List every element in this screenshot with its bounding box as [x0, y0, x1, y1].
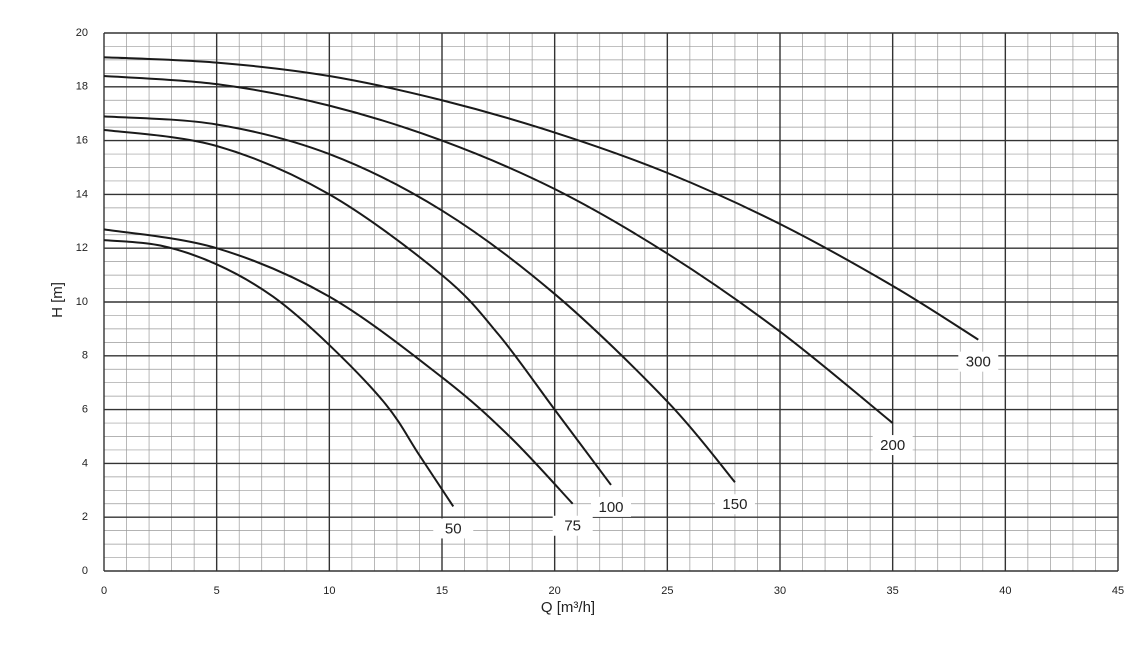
label-background — [433, 518, 474, 539]
pump-curve — [103, 75, 894, 424]
curve-label: 200 — [880, 437, 905, 454]
y-tick-label: 6 — [82, 404, 88, 416]
y-tick-label: 14 — [76, 188, 88, 200]
x-tick-label: 25 — [661, 585, 673, 597]
label-background — [552, 515, 593, 536]
pump-curve — [103, 228, 574, 505]
x-tick-label: 45 — [1112, 585, 1124, 597]
y-tick-label: 18 — [76, 81, 88, 93]
x-axis-title: Q [m³/h] — [541, 599, 595, 616]
y-tick-label: 20 — [76, 27, 88, 39]
pump-curve — [103, 128, 612, 486]
x-tick-label: 15 — [436, 585, 448, 597]
curve-label: 100 — [598, 499, 623, 516]
label-background — [872, 435, 913, 456]
pump-curve — [103, 239, 455, 507]
label-background — [714, 494, 755, 515]
curve-label: 75 — [564, 518, 581, 535]
label-background — [958, 351, 999, 372]
curve-label: 50 — [445, 520, 462, 537]
x-tick-label: 20 — [549, 585, 561, 597]
curve-label: 150 — [722, 496, 747, 513]
pump-curve — [103, 115, 736, 483]
y-tick-label: 8 — [82, 350, 88, 362]
x-tick-label: 5 — [214, 585, 220, 597]
y-tick-label: 12 — [76, 242, 88, 254]
y-tick-label: 4 — [82, 457, 88, 469]
x-tick-label: 30 — [774, 585, 786, 597]
y-tick-label: 10 — [76, 296, 88, 308]
y-tick-label: 0 — [82, 565, 88, 577]
x-tick-label: 10 — [323, 585, 335, 597]
x-tick-label: 0 — [101, 585, 107, 597]
y-axis-title: H [m] — [49, 282, 66, 318]
pump-curve — [103, 56, 979, 341]
y-tick-label: 16 — [76, 135, 88, 147]
x-tick-label: 40 — [999, 585, 1011, 597]
x-tick-label: 35 — [887, 585, 899, 597]
label-background — [591, 496, 631, 517]
curve-label: 300 — [966, 354, 991, 371]
y-tick-label: 2 — [82, 511, 88, 523]
